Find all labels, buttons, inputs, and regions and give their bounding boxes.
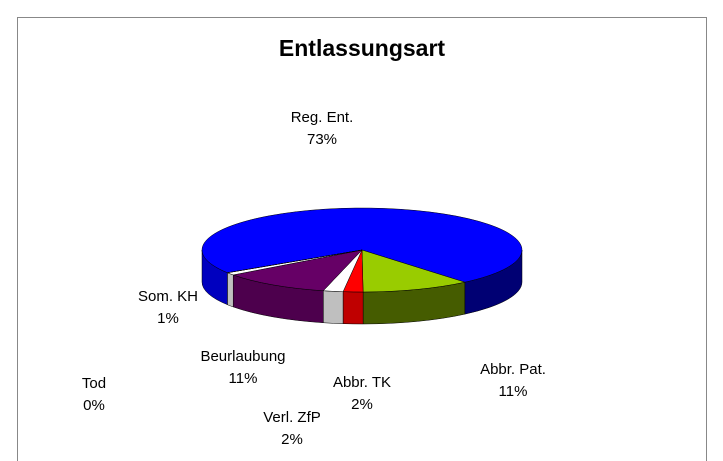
slice-label: Som. KH — [138, 288, 198, 305]
slice-value-label: 2% — [351, 396, 373, 413]
slice-label: Abbr. TK — [333, 374, 391, 391]
slice-side — [227, 272, 234, 308]
slice — [232, 249, 363, 292]
slice-side — [323, 290, 344, 324]
slice — [227, 249, 363, 273]
slice-value-label: 1% — [157, 310, 179, 327]
slice-value-label: 11% — [499, 383, 528, 400]
slice-value-label: 0% — [83, 397, 105, 414]
slice-label: Reg. Ent. — [291, 109, 354, 126]
slice — [201, 207, 523, 283]
slice — [361, 249, 466, 293]
slice-value-label: 2% — [281, 431, 303, 448]
slice-value-label: 73% — [307, 131, 337, 148]
slice-label: Tod — [82, 375, 106, 392]
slice-label: Abbr. Pat. — [480, 361, 546, 378]
slice-value-label: 11% — [229, 370, 258, 387]
chart-title: Entlassungsart — [279, 35, 445, 61]
slice-side — [342, 291, 364, 325]
slice-label: Beurlaubung — [200, 348, 285, 365]
slice-label: Verl. ZfP — [263, 409, 321, 426]
